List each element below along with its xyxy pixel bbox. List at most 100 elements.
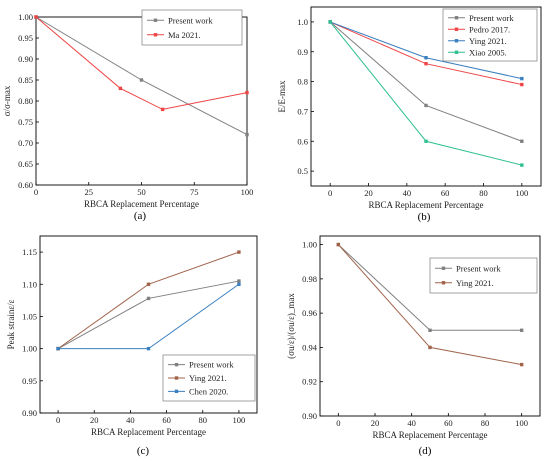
legend-entry: Ying 2021.: [456, 278, 494, 288]
data-point: [245, 132, 249, 137]
x-tick-label: 50: [137, 187, 146, 197]
panel-label: (c): [137, 445, 150, 457]
legend: Present work Ying 2021.: [429, 257, 538, 294]
legend-entry: Present work: [168, 15, 213, 25]
legend-entry: Xiao 2005.: [469, 47, 507, 57]
series-2: [56, 250, 241, 351]
x-tick-label: 60: [444, 418, 453, 428]
y-tick-label: 0.90: [302, 411, 317, 421]
x-axis-label: RBCA Replacement Percentage: [373, 430, 488, 440]
series-2: [336, 242, 524, 367]
legend-entry: Pedro 2017.: [469, 24, 510, 34]
series-1: [56, 279, 241, 351]
legend-entry: Ma 2021.: [168, 30, 201, 40]
x-tick-label: 25: [85, 187, 94, 197]
x-tick-label: 20: [90, 415, 99, 425]
legend-swatch-marker: [174, 376, 179, 380]
data-point: [520, 76, 524, 81]
legend-entry: Present work: [189, 360, 234, 370]
data-point: [146, 346, 151, 351]
legend-entry: Present work: [469, 13, 514, 23]
legend-box: [429, 257, 538, 294]
x-tick-label: 60: [162, 415, 171, 425]
x-axis-label: RBCA Replacement Percentage: [84, 199, 199, 209]
y-axis-label: E/E-max: [277, 80, 287, 112]
data-point: [520, 163, 524, 167]
data-point: [118, 86, 123, 91]
y-tick-label: 0.6: [297, 136, 308, 146]
y-axis-label: Peak strainε/ε: [6, 299, 16, 349]
legend-entry: Ying 2021.: [469, 36, 507, 46]
y-tick-label: 1.00: [302, 240, 317, 250]
y-tick-label: 0.75: [18, 117, 33, 127]
chart-panel-3: 0.90 0.95 1.00 1.05 1.10 1.15 0 20 40 60 80 100 RBCA…: [6, 235, 258, 457]
series-line: [58, 283, 240, 350]
x-tick-label: 20: [364, 188, 373, 198]
y-tick-label: 0.65: [18, 159, 33, 169]
x-tick-label: 0: [56, 415, 60, 425]
data-point: [139, 78, 144, 82]
x-axis-label: RBCA Replacement Percentage: [369, 200, 484, 210]
y-tick-label: 0.95: [22, 376, 37, 386]
legend: Present work Ying 2021. Chen 2020.: [162, 354, 256, 402]
legend-swatch-marker: [454, 39, 459, 43]
x-tick-label: 20: [371, 418, 380, 428]
data-point: [237, 282, 241, 286]
legend-swatch-marker: [441, 281, 446, 285]
legend-entry: Chen 2020.: [189, 386, 228, 396]
x-tick-label: 0: [328, 188, 332, 198]
data-point: [245, 90, 249, 95]
series-4: [328, 20, 524, 167]
data-point: [519, 362, 524, 367]
legend-entry: Ying 2021.: [189, 373, 227, 383]
y-tick-label: 1.0: [297, 17, 308, 27]
y-tick-label: 0.9: [297, 47, 308, 57]
data-point: [424, 139, 428, 143]
x-tick-label: 40: [407, 418, 416, 428]
panel-label: (b): [418, 211, 431, 223]
y-axis-label: σ/σ-max: [2, 85, 12, 116]
data-point: [237, 279, 241, 283]
x-tick-label: 100: [241, 187, 254, 197]
data-point: [428, 345, 432, 350]
y-tick-label: 0.96: [302, 308, 317, 318]
y-tick-label: 0.5: [297, 166, 308, 176]
data-point: [428, 328, 432, 332]
chart-panel-1: 0.60 0.65 0.70 0.75 0.80 0.85 0.90 0.95 1.00 0 25 5…: [2, 9, 254, 222]
y-tick-label: 0.95: [18, 33, 33, 43]
x-tick-label: 40: [403, 188, 412, 198]
x-tick-label: 80: [199, 415, 208, 425]
y-tick-label: 1.15: [22, 247, 37, 257]
data-point: [520, 82, 524, 87]
panel-label: (d): [419, 445, 432, 457]
plot-frame: [310, 6, 542, 187]
x-tick-label: 100: [233, 415, 246, 425]
y-tick-label: 1.10: [22, 279, 37, 289]
chart-panel-2: 0.5 0.6 0.7 0.8 0.9 1.0 0 20 40 60 80 100 RBCA Repla…: [277, 6, 542, 223]
y-tick-label: 0.8: [297, 77, 308, 87]
x-tick-label: 80: [481, 418, 490, 428]
y-tick-label: 1.00: [22, 344, 37, 354]
series-3: [56, 282, 241, 351]
series-line: [57, 251, 240, 350]
series-line: [57, 280, 240, 350]
y-tick-label: 0.60: [18, 180, 33, 190]
series-2: [34, 15, 249, 112]
legend-swatch-marker: [174, 362, 179, 367]
y-axis-label: (σu/ε)/(σu/ε)_max: [286, 293, 296, 359]
x-axis-label: RBCA Replacement Percentage: [91, 427, 206, 437]
data-point: [160, 107, 165, 112]
data-point: [146, 282, 151, 286]
data-point: [424, 61, 428, 66]
x-tick-label: 100: [515, 418, 528, 428]
legend-swatch-marker: [454, 27, 459, 31]
x-tick-label: 40: [126, 415, 135, 425]
data-point: [56, 346, 60, 351]
x-tick-label: 75: [190, 187, 199, 197]
x-tick-label: 100: [515, 188, 528, 198]
legend-swatch-marker: [441, 266, 446, 270]
legend-swatch-marker: [454, 50, 459, 54]
y-tick-label: 0.85: [18, 75, 33, 85]
